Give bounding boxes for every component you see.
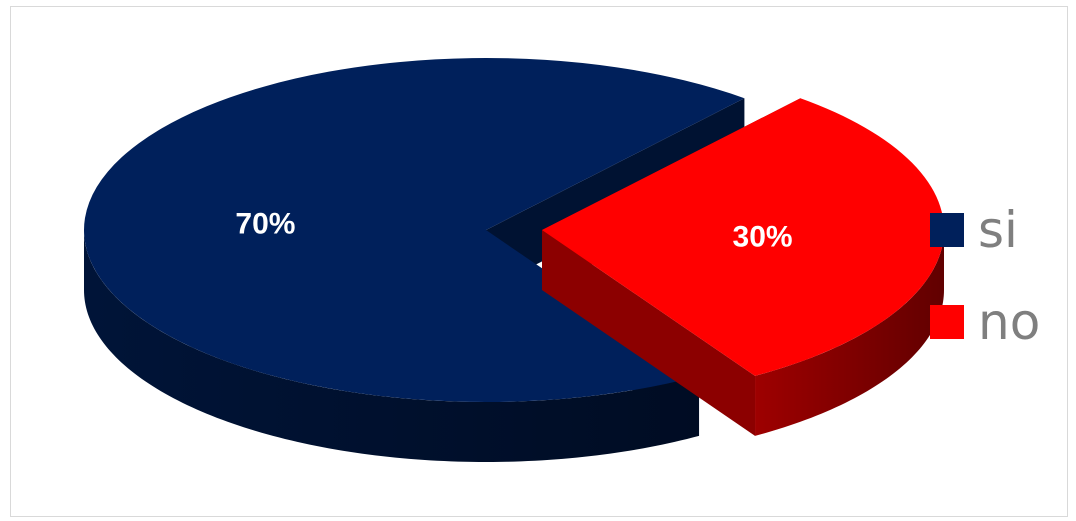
legend-item-no: no	[930, 272, 1040, 372]
data-label-si: 70%	[235, 207, 295, 240]
pie-slice-no-side-1	[542, 230, 756, 436]
pie-slice-si-wall	[84, 230, 700, 462]
legend-item-si: si	[930, 180, 1040, 280]
legend-swatch-si	[930, 213, 964, 247]
legend-label-si: si	[978, 201, 1018, 259]
legend-swatch-no	[930, 305, 964, 339]
data-label-no: 30%	[733, 221, 793, 254]
pie-slice-no-wall	[755, 230, 944, 436]
pie-slice-si	[83, 57, 745, 403]
chart-legend: si no	[930, 188, 1040, 372]
pie-slice-no	[542, 98, 944, 376]
legend-label-no: no	[978, 293, 1041, 351]
